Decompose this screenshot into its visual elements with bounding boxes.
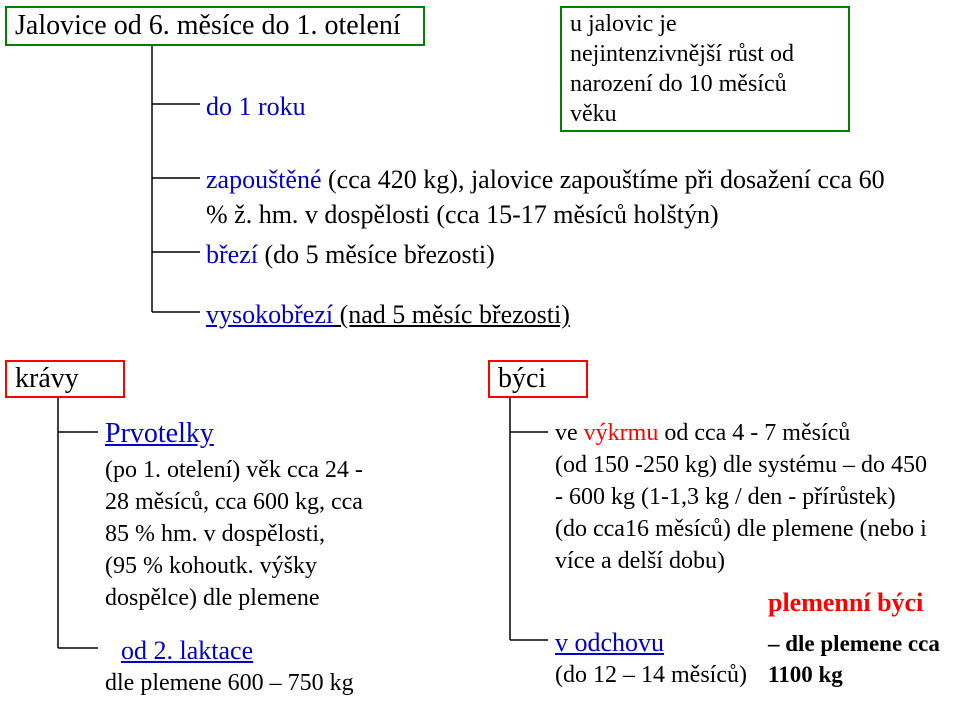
label-vykrmu-line: (do cca16 měsíců) dle plemene (nebo i [555,516,927,543]
label-vykrmu-line: - 600 kg (1-1,3 kg / den - přírůstek) [555,484,896,511]
label-vykrmu-line: (od 150 -250 kg) dle systému – do 450 [555,452,927,479]
connector-lines [0,0,960,725]
label-vykrmu-line: více a delší dobu) [555,548,725,575]
label-vykrmu-line: ve výkrmu od cca 4 - 7 měsíců [555,420,850,447]
